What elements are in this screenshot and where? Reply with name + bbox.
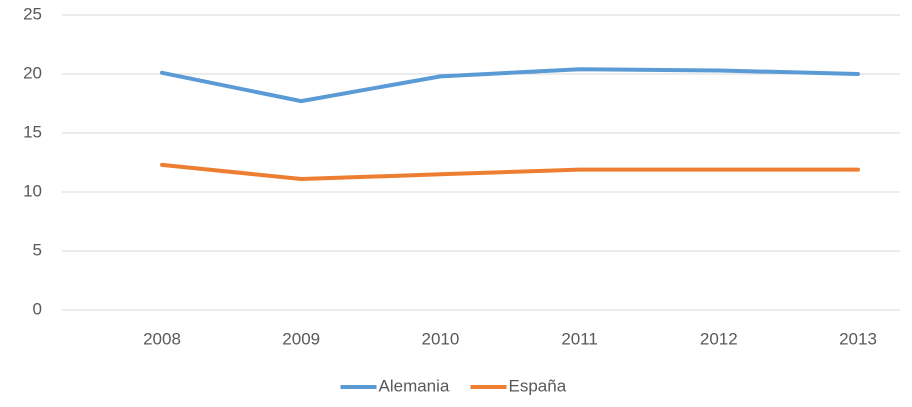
legend-label: Alemania — [379, 376, 450, 395]
y-tick-label: 10 — [23, 181, 42, 200]
x-tick-label: 2010 — [421, 329, 459, 348]
y-tick-label: 25 — [23, 4, 42, 23]
legend-label: España — [509, 376, 567, 395]
y-tick-label: 5 — [33, 240, 42, 259]
y-tick-label: 0 — [33, 299, 42, 318]
x-tick-label: 2009 — [282, 329, 320, 348]
x-tick-label: 2013 — [839, 329, 877, 348]
x-tick-label: 2008 — [143, 329, 181, 348]
x-tick-label: 2012 — [700, 329, 738, 348]
line-series — [160, 162, 860, 182]
y-tick-label: 15 — [23, 122, 42, 141]
x-tick-label: 2011 — [561, 329, 598, 348]
y-tick-label: 20 — [23, 63, 42, 82]
line-series — [160, 67, 860, 104]
